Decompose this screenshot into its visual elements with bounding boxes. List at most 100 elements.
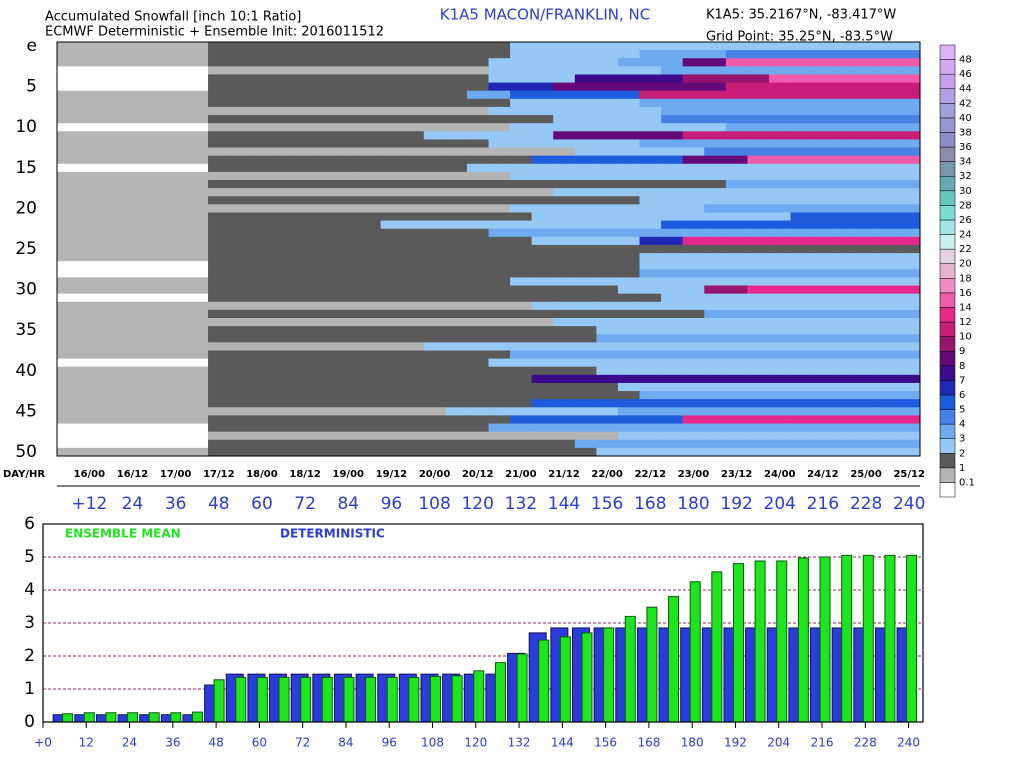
heat-cell xyxy=(380,212,403,221)
heat-cell xyxy=(337,350,360,359)
heat-cell xyxy=(315,50,338,59)
bar xyxy=(819,556,831,723)
heat-cell xyxy=(661,391,684,400)
heat-cell xyxy=(812,58,835,67)
colorbar-label: 26 xyxy=(959,215,972,226)
x-tick-label: 120 xyxy=(461,494,493,514)
colorbar-label: 5 xyxy=(959,405,965,416)
heat-cell xyxy=(682,399,705,408)
heat-cell xyxy=(445,261,468,270)
heat-cell xyxy=(251,147,274,157)
heat-cell xyxy=(531,374,554,384)
heat-cell xyxy=(272,236,295,246)
heat-cell xyxy=(186,163,209,173)
heat-cell xyxy=(725,106,748,116)
heat-cell xyxy=(876,342,899,351)
heat-cell xyxy=(229,196,252,205)
heat-cell xyxy=(617,188,640,197)
heat-cell xyxy=(833,350,856,359)
heat-cell xyxy=(876,139,899,148)
heat-cell xyxy=(812,261,835,270)
heat-cell xyxy=(876,58,899,67)
heat-cell xyxy=(143,50,166,59)
heat-cell xyxy=(574,391,597,400)
heat-cell xyxy=(337,58,360,67)
heat-cell xyxy=(531,350,554,359)
bar xyxy=(365,676,377,723)
heat-cell xyxy=(164,131,187,140)
heat-cell xyxy=(143,212,166,221)
heat-cell xyxy=(337,391,360,400)
heat-cell xyxy=(466,366,489,376)
heat-cell xyxy=(186,261,209,270)
heat-cell xyxy=(855,196,878,205)
heat-cell xyxy=(553,90,576,100)
heat-cell xyxy=(251,220,274,230)
heat-cell xyxy=(143,66,166,75)
colorbar-swatch xyxy=(939,59,956,75)
heat-cell xyxy=(510,58,533,67)
heat-cell xyxy=(402,171,425,181)
day-label: 20/12 xyxy=(462,469,494,480)
heat-cell xyxy=(100,301,123,311)
heat-cell xyxy=(445,350,468,359)
heat-cell xyxy=(682,106,705,116)
heat-cell xyxy=(57,415,79,424)
heat-cell xyxy=(898,253,921,262)
heat-cell xyxy=(78,163,101,173)
y-tick-label: 25 xyxy=(15,239,37,259)
bar xyxy=(581,632,593,723)
heat-cell xyxy=(423,58,446,67)
x-tick-label: 240 xyxy=(897,736,920,750)
heat-cell xyxy=(78,196,101,205)
heat-cell xyxy=(510,439,533,449)
heat-cell xyxy=(78,277,101,286)
heat-cell xyxy=(143,42,166,51)
heat-cell xyxy=(617,228,640,238)
heat-cell xyxy=(768,269,791,278)
heat-cell xyxy=(768,277,791,286)
heat-cell xyxy=(898,155,921,165)
heat-cell xyxy=(617,309,640,319)
heat-cell xyxy=(445,326,468,335)
heat-cell xyxy=(682,66,705,75)
heat-cell xyxy=(661,50,684,59)
y-tick-label: 45 xyxy=(15,401,37,421)
heat-cell xyxy=(143,98,166,108)
heat-cell xyxy=(725,90,748,100)
heat-cell xyxy=(661,293,684,303)
heat-cell xyxy=(186,171,209,181)
heat-cell xyxy=(812,366,835,376)
x-tick-label: 60 xyxy=(251,494,273,514)
heat-cell xyxy=(251,399,274,408)
heat-cell xyxy=(315,407,338,416)
heat-cell xyxy=(574,123,597,132)
heat-cell xyxy=(423,431,446,441)
heat-cell xyxy=(380,407,403,416)
heat-cell xyxy=(423,123,446,132)
heat-cell xyxy=(531,326,554,335)
heat-cell xyxy=(315,415,338,424)
heat-cell xyxy=(855,382,878,392)
heat-cell xyxy=(855,277,878,286)
heat-cell xyxy=(402,447,425,457)
heat-cell xyxy=(898,90,921,100)
heat-cell xyxy=(812,188,835,197)
heat-cell xyxy=(833,309,856,319)
heat-cell xyxy=(661,58,684,67)
heat-cell xyxy=(553,447,576,457)
heat-cell xyxy=(186,285,209,295)
heat-cell xyxy=(208,447,230,457)
heat-cell xyxy=(466,115,489,124)
heat-cell xyxy=(855,342,878,351)
heat-cell xyxy=(294,285,317,295)
heat-cell xyxy=(445,374,468,384)
heat-cell xyxy=(251,431,274,441)
heat-cell xyxy=(704,374,727,384)
heat-cell xyxy=(402,115,425,124)
heat-cell xyxy=(143,244,166,254)
heat-cell xyxy=(359,74,382,83)
heat-cell xyxy=(725,253,748,262)
heat-cell xyxy=(704,391,727,400)
bar xyxy=(538,639,550,723)
